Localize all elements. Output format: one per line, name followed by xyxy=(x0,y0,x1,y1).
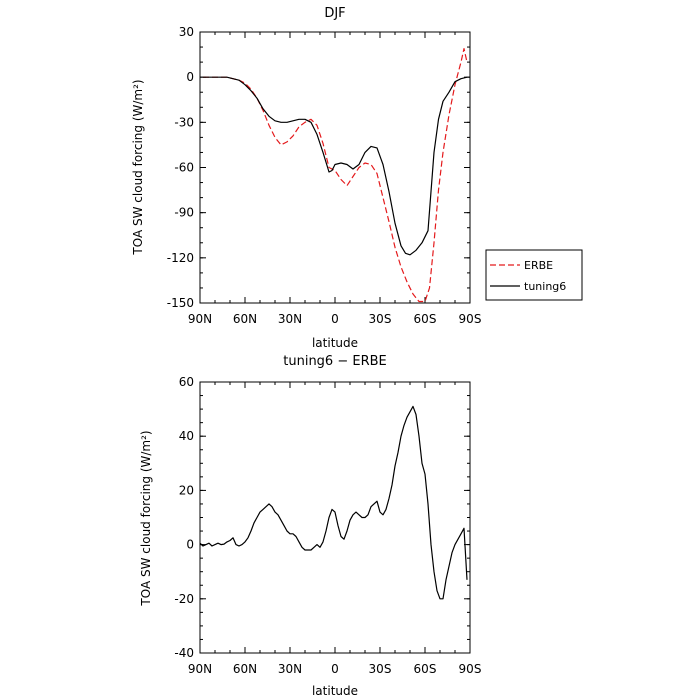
top-x-axis-label: latitude xyxy=(312,336,358,350)
bottom-x-tick-label: 0 xyxy=(331,662,339,676)
bottom-panel: tuning6 − ERBE 60 40 20 0 -20 -40 90N 60N 30N 0 30… xyxy=(139,354,481,698)
legend-box xyxy=(485,249,583,301)
bottom-series-line-difference xyxy=(199,405,468,600)
bottom-x-tick-label: 30S xyxy=(369,662,392,676)
top-y-axis-label: TOA SW cloud forcing (W/m²) xyxy=(131,79,145,255)
bottom-y-tick-label: 40 xyxy=(179,429,194,443)
legend: ERBE tuning6 xyxy=(485,249,583,301)
top-y-tick-label: -150 xyxy=(167,296,194,310)
bottom-x-tick-label: 60N xyxy=(233,662,257,676)
bottom-y-tick-label: 20 xyxy=(179,483,194,497)
top-y-tick-label: 30 xyxy=(179,25,194,39)
bottom-chart-title: tuning6 − ERBE xyxy=(283,354,387,369)
top-series-line-tuning6 xyxy=(203,76,468,256)
top-x-tick-label: 30N xyxy=(278,312,302,326)
bottom-y-axis-label: TOA SW cloud forcing (W/m²) xyxy=(139,430,153,606)
legend-label-erbe: ERBE xyxy=(524,259,553,272)
top-panel: DJF 30 0 -30 -60 -90 -120 -150 90N 60N 30N 0 30S 60S… xyxy=(131,6,583,350)
top-x-tick-label: 30S xyxy=(369,312,392,326)
bottom-x-tick-label: 90N xyxy=(188,662,212,676)
bottom-y-tick-label: -20 xyxy=(174,592,194,606)
top-y-tick-label: -30 xyxy=(174,115,194,129)
top-y-tick-label: 0 xyxy=(186,70,194,84)
top-x-tick-label: 0 xyxy=(331,312,339,326)
top-x-tick-label: 90S xyxy=(459,312,482,326)
bottom-x-axis-label: latitude xyxy=(312,684,358,698)
bottom-x-tick-label: 60S xyxy=(414,662,437,676)
top-plot-frame xyxy=(199,31,471,304)
bottom-y-tick-label: -40 xyxy=(174,646,194,660)
top-x-tick-label: 90N xyxy=(188,312,212,326)
top-x-tick-label: 60S xyxy=(414,312,437,326)
bottom-x-tick-label: 30N xyxy=(278,662,302,676)
top-y-tick-label: -90 xyxy=(174,206,194,220)
bottom-y-tick-label: 60 xyxy=(179,375,194,389)
top-y-tick-label: -60 xyxy=(174,161,194,175)
legend-label-tuning6: tuning6 xyxy=(524,280,566,293)
top-chart-title: DJF xyxy=(324,6,345,21)
top-series-line-erbe xyxy=(203,47,468,303)
bottom-x-tick-label: 90S xyxy=(459,662,482,676)
top-x-tick-label: 60N xyxy=(233,312,257,326)
bottom-y-tick-label: 0 xyxy=(186,538,194,552)
top-y-tick-label: -120 xyxy=(167,251,194,265)
